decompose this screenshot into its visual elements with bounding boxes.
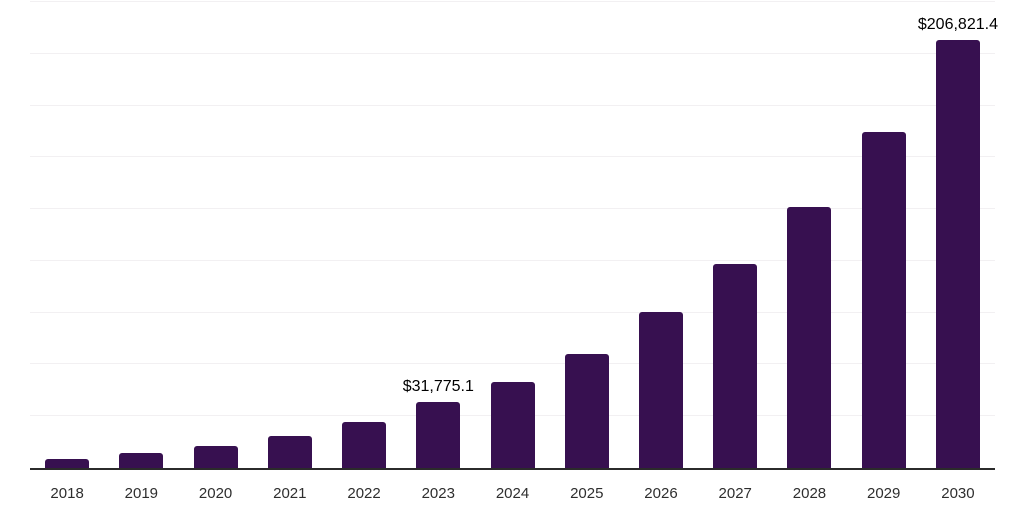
bar-slot-2029 bbox=[847, 2, 921, 468]
x-tick-2018: 2018 bbox=[50, 485, 84, 502]
data-label-2030: $206,821.4 bbox=[917, 15, 998, 33]
gridline-150000 bbox=[30, 156, 995, 158]
bar-slot-2020 bbox=[178, 2, 252, 468]
bar-2021 bbox=[267, 436, 312, 468]
bar-slot-2024 bbox=[475, 2, 549, 468]
bar-2022 bbox=[342, 422, 387, 468]
bar-2025 bbox=[564, 353, 609, 468]
x-tick-2030: 2030 bbox=[941, 485, 975, 502]
x-tick-2021: 2021 bbox=[273, 485, 307, 502]
bar-slot-2019 bbox=[104, 2, 178, 468]
bar-slot-2026 bbox=[624, 2, 698, 468]
gridline-50000 bbox=[30, 363, 995, 365]
bar-slot-2023: $31,775.1 bbox=[401, 2, 475, 468]
bar-slot-2030: $206,821.4 bbox=[917, 2, 998, 468]
gridline-200000 bbox=[30, 52, 995, 54]
plot-area: $31,775.1 $206,821.4 bbox=[30, 1, 998, 470]
bar-slot-2027 bbox=[698, 2, 772, 468]
bar-slot-2021 bbox=[253, 2, 327, 468]
bars-container: $31,775.1 $206,821.4 bbox=[30, 2, 998, 468]
x-tick-2026: 2026 bbox=[644, 485, 678, 502]
gridline-175000 bbox=[30, 104, 995, 106]
bar-2026 bbox=[638, 312, 683, 468]
bar-2018 bbox=[45, 459, 90, 468]
x-tick-2024: 2024 bbox=[495, 485, 530, 502]
x-tick-2028: 2028 bbox=[792, 485, 827, 502]
bar-slot-2025 bbox=[550, 2, 624, 468]
gridline-125000 bbox=[30, 208, 995, 210]
gridline-100000 bbox=[30, 259, 995, 261]
bar-2030 bbox=[935, 39, 980, 468]
x-tick-2025: 2025 bbox=[570, 485, 604, 502]
data-label-2023: $31,775.1 bbox=[402, 378, 474, 396]
bar-2027 bbox=[713, 264, 758, 468]
bar-2023 bbox=[416, 402, 461, 468]
gridline-225000 bbox=[30, 1, 995, 2]
x-tick-2020: 2020 bbox=[198, 485, 233, 502]
gridline-75000 bbox=[30, 311, 995, 313]
x-tick-2019: 2019 bbox=[124, 485, 159, 502]
bar-slot-2018 bbox=[30, 2, 104, 468]
x-tick-2027: 2027 bbox=[718, 485, 752, 502]
x-tick-2022: 2022 bbox=[347, 485, 381, 502]
bar-2020 bbox=[193, 445, 238, 468]
bar-2028 bbox=[787, 207, 832, 468]
x-tick-2029: 2029 bbox=[867, 485, 901, 502]
bar-2019 bbox=[119, 453, 164, 468]
bar-slot-2022 bbox=[327, 2, 401, 468]
bar-slot-2028 bbox=[772, 2, 846, 468]
bar-2024 bbox=[490, 381, 535, 468]
x-axis-labels: 2018 2019 2020 2021 2022 2023 2024 2025 2026 2027… bbox=[30, 470, 995, 502]
x-tick-2023: 2023 bbox=[421, 485, 455, 502]
bar-2029 bbox=[861, 132, 906, 468]
